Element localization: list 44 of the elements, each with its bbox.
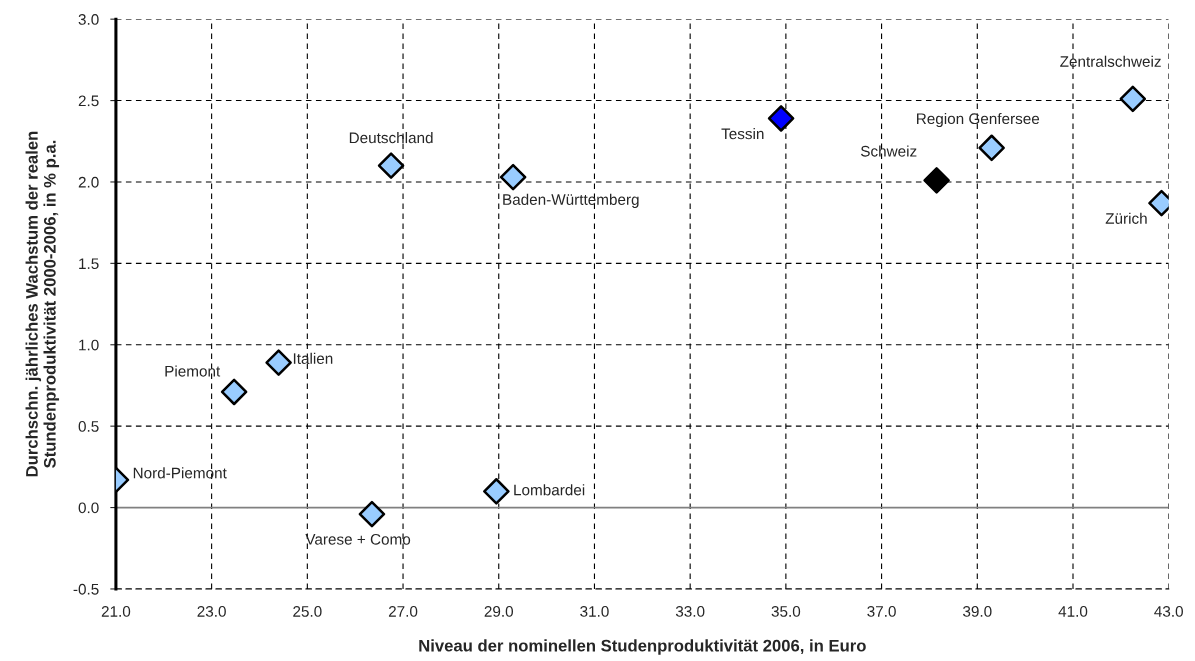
series-label: Italien xyxy=(293,352,333,364)
y-tick-label: 3.0 xyxy=(78,14,99,25)
series-label: Lombardei xyxy=(514,484,585,496)
point xyxy=(499,163,527,191)
series-label: Schweiz xyxy=(860,145,917,157)
series-label: Region Genfersee xyxy=(917,112,1040,128)
x-tick-label: 43.0 xyxy=(1154,606,1183,617)
y-tick-label: -0.5 xyxy=(73,583,99,595)
series-label: Nord-Piemont xyxy=(133,467,227,479)
x-tick-label: 39.0 xyxy=(963,606,992,617)
y-tick-label: 0.5 xyxy=(78,421,99,432)
point xyxy=(358,500,386,528)
series-label: Varese + Como xyxy=(305,533,411,545)
x-tick-label: 27.0 xyxy=(388,606,418,617)
x-tick-label: 37.0 xyxy=(867,606,896,617)
y-tick-label: 2.0 xyxy=(78,176,99,188)
series-label: Baden-Württemberg xyxy=(503,193,639,208)
y-tick-label: 1.5 xyxy=(79,258,99,270)
point xyxy=(1119,85,1147,113)
series-label: Zürich xyxy=(1105,212,1147,224)
x-tick-label: 25.0 xyxy=(293,606,322,617)
y-tick-label: 0.0 xyxy=(78,502,99,514)
x-tick-label: 29.0 xyxy=(484,606,514,617)
x-axis-title: Niveau der nominellen Studenproduktivität 2006, in Euro xyxy=(419,639,866,655)
x-tick-label: 31.0 xyxy=(580,606,609,617)
y-tick-label: 1.0 xyxy=(79,339,99,351)
series-label: Deutschland xyxy=(349,132,433,144)
x-tick-label: 21.0 xyxy=(101,606,131,617)
y-tick-label: 2.5 xyxy=(78,95,99,107)
series-label: Tessin xyxy=(721,128,764,140)
point xyxy=(767,105,795,132)
point xyxy=(483,478,510,505)
x-tick-label: 23.0 xyxy=(197,606,226,617)
x-tick-label: 33.0 xyxy=(675,606,705,617)
point xyxy=(377,152,405,179)
series-label: Piemont xyxy=(165,365,221,377)
x-tick-label: 41.0 xyxy=(1058,606,1088,617)
text: Zentralschweiz xyxy=(1060,55,1161,67)
point xyxy=(923,167,950,194)
point xyxy=(978,134,1005,162)
y-axis-title: Durchschn. jährliches Wachstum der realen Stundenproduktivität 2000-2006, in % p.a. xyxy=(25,131,60,477)
x-tick-label: 35.0 xyxy=(771,606,801,617)
point xyxy=(265,349,292,376)
point xyxy=(220,378,248,406)
